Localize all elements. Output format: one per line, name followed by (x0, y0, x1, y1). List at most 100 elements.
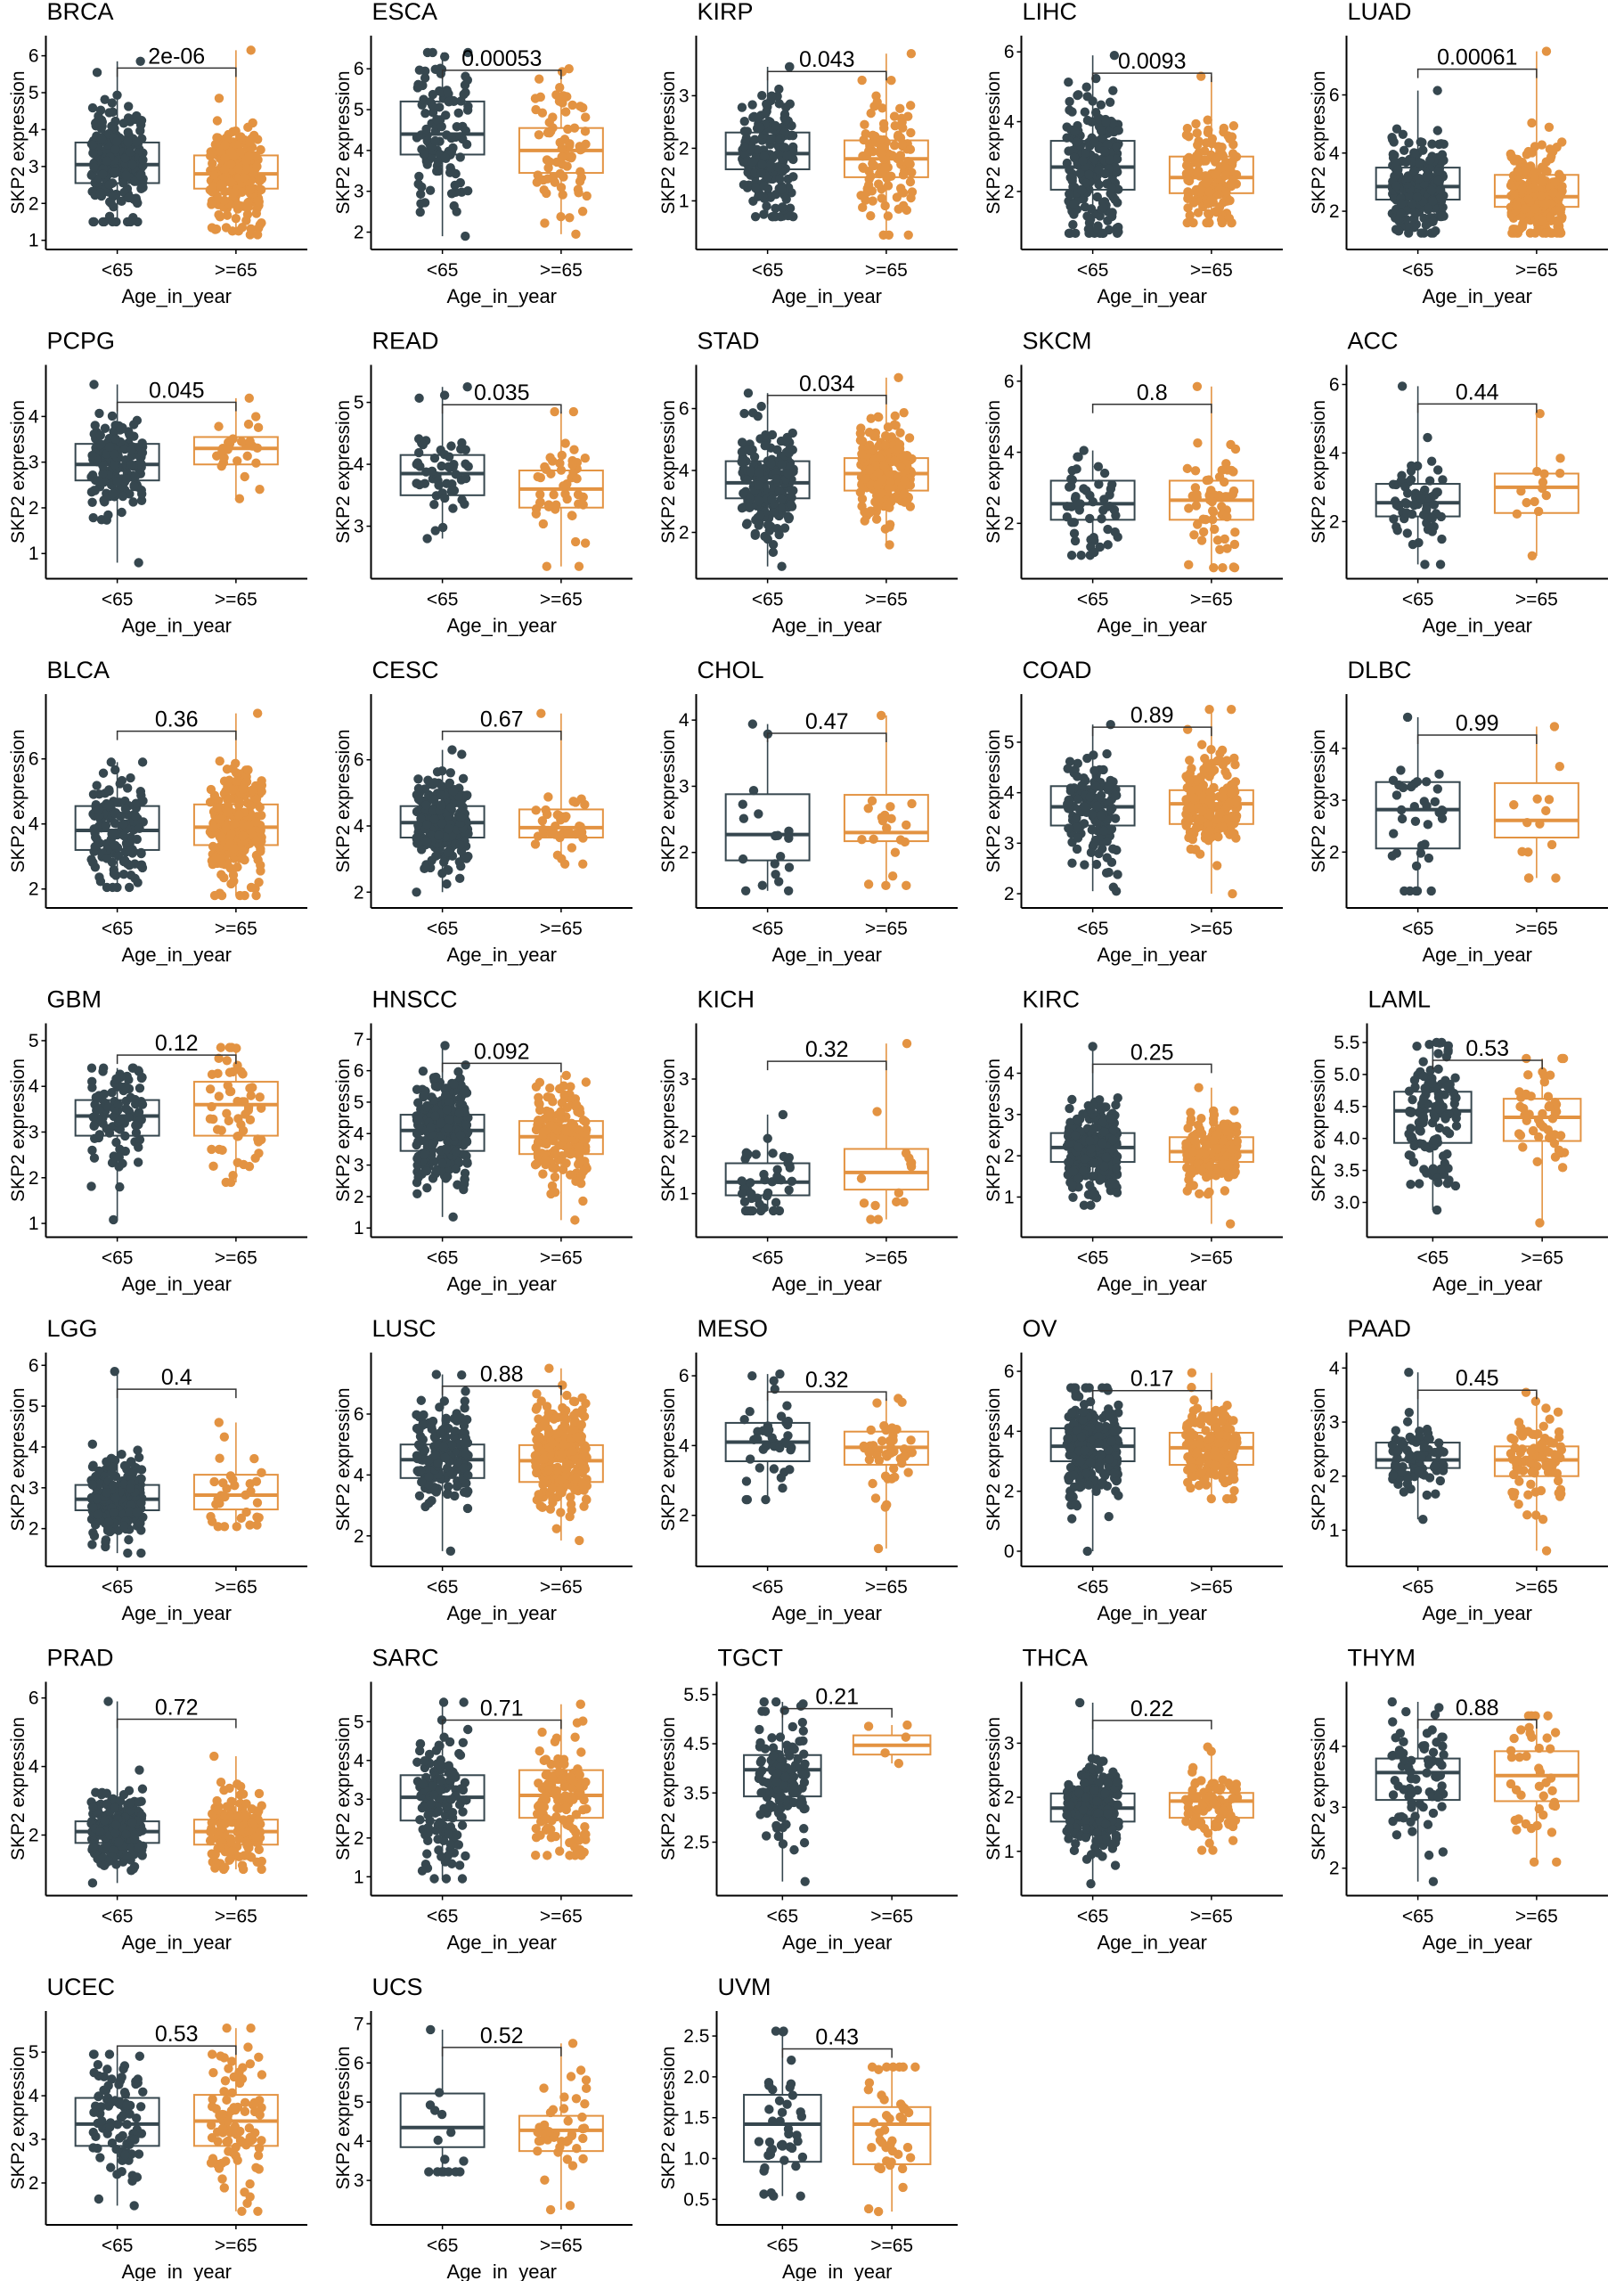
data-point (746, 466, 755, 476)
panel-title: LIHC (1023, 0, 1078, 25)
data-point (559, 859, 570, 869)
x-tick-label: <65 (1077, 919, 1109, 939)
data-point (897, 186, 907, 197)
data-point (1183, 203, 1193, 213)
data-point (1182, 123, 1193, 134)
data-point (210, 793, 220, 803)
data-point (743, 168, 753, 177)
data-point (110, 434, 121, 445)
data-point (533, 471, 543, 482)
panel-title: COAD (1023, 657, 1092, 683)
data-point (1192, 519, 1203, 529)
data-point (556, 211, 566, 222)
data-point (254, 1149, 264, 1158)
data-point (1114, 126, 1123, 135)
data-point (1421, 220, 1432, 230)
x-axis-label: Age_in_year (1097, 285, 1207, 307)
data-point (1217, 217, 1228, 228)
data-point (754, 520, 763, 530)
data-point (1412, 192, 1423, 202)
data-point (135, 171, 146, 181)
data-point (252, 708, 263, 718)
data-point (531, 104, 541, 115)
data-point (226, 159, 236, 170)
y-tick-label: 6 (354, 750, 364, 771)
data-point (1551, 873, 1561, 883)
data-point (449, 200, 459, 211)
data-point (253, 422, 264, 433)
data-point (1426, 456, 1437, 466)
data-point (90, 421, 100, 430)
data-point (1066, 474, 1076, 484)
data-point (762, 99, 771, 109)
data-point (110, 840, 120, 851)
data-point (100, 94, 110, 104)
data-point (1435, 560, 1446, 569)
data-point (777, 184, 787, 194)
data-point (1226, 704, 1236, 715)
data-point (255, 176, 265, 186)
data-point (899, 407, 909, 418)
data-point (207, 200, 216, 209)
data-point (109, 1214, 118, 1225)
data-point (228, 870, 239, 880)
significance-bracket (766, 732, 887, 742)
data-point (110, 116, 120, 127)
data-point (540, 218, 550, 228)
data-point (559, 1090, 569, 1100)
data-point (541, 464, 551, 474)
panel-title: KIRP (698, 0, 754, 25)
data-point (567, 151, 576, 162)
data-point (1396, 199, 1407, 208)
data-point (243, 1105, 254, 1116)
data-point (240, 471, 249, 482)
data-point (446, 133, 456, 143)
data-point (557, 67, 567, 77)
data-point (444, 452, 454, 462)
data-point (869, 834, 878, 844)
data-point (234, 494, 245, 503)
data-point (1437, 813, 1448, 823)
data-point (229, 819, 240, 829)
data-point (205, 151, 216, 161)
data-point (1209, 562, 1219, 573)
x-tick-label: >=65 (1515, 260, 1558, 281)
data-point (1072, 822, 1081, 833)
data-point (871, 514, 882, 524)
data-point (463, 462, 473, 471)
p-value-label: 0.0093 (1118, 49, 1186, 74)
data-point (137, 438, 147, 448)
data-point (771, 870, 780, 879)
data-point (1091, 73, 1101, 84)
x-tick-label: >=65 (1515, 590, 1558, 610)
y-axis-label: SKP2 expression (8, 400, 29, 544)
data-point (773, 830, 783, 840)
data-point (233, 1157, 242, 1168)
data-point (1392, 499, 1402, 510)
data-point (90, 842, 100, 852)
y-tick-label: 4 (29, 119, 39, 140)
data-point (1063, 764, 1073, 773)
data-point (87, 497, 97, 507)
data-point (108, 829, 118, 838)
data-point (137, 863, 148, 873)
y-axis-label: SKP2 expression (983, 400, 1004, 544)
data-point (1523, 146, 1533, 157)
data-point (1437, 211, 1447, 221)
data-point (863, 804, 873, 813)
data-point (1111, 790, 1121, 800)
data-point (905, 101, 916, 110)
y-axis-label: SKP2 expression (333, 729, 354, 872)
data-point (413, 179, 423, 189)
data-point (94, 805, 104, 815)
data-point (413, 794, 424, 804)
data-point (551, 830, 560, 839)
data-point (1417, 137, 1427, 148)
data-point (895, 835, 906, 845)
data-point (90, 118, 101, 128)
y-tick-label: 2 (1004, 884, 1015, 904)
data-point (1204, 704, 1214, 715)
